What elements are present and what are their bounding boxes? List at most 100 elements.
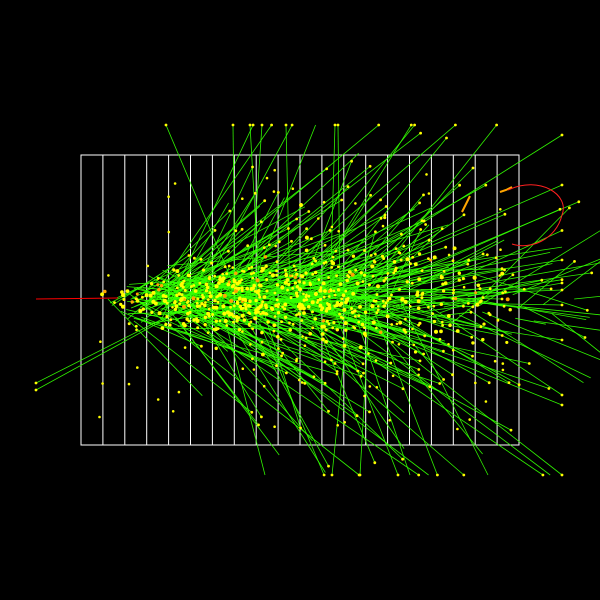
hit xyxy=(165,301,169,305)
hit xyxy=(260,303,264,307)
track xyxy=(551,313,600,353)
hit xyxy=(385,314,390,319)
hit xyxy=(125,289,130,294)
hit xyxy=(446,313,451,318)
hit xyxy=(192,318,196,322)
hit xyxy=(560,473,564,477)
hit xyxy=(213,274,217,278)
hit xyxy=(441,324,444,327)
hit xyxy=(120,290,124,294)
hit xyxy=(488,313,492,317)
hit xyxy=(325,319,329,323)
track xyxy=(268,181,400,302)
track xyxy=(35,299,201,384)
hit xyxy=(253,316,258,321)
hit xyxy=(208,291,212,295)
track xyxy=(329,299,399,476)
hit xyxy=(260,123,264,127)
hit xyxy=(257,293,261,296)
hit xyxy=(243,302,247,307)
hit xyxy=(392,259,397,264)
hit xyxy=(418,201,421,205)
hit xyxy=(241,269,244,273)
hit xyxy=(317,278,321,282)
track xyxy=(177,309,362,377)
hit xyxy=(225,310,230,315)
hit xyxy=(160,326,165,330)
hit xyxy=(339,301,344,306)
hit xyxy=(462,304,465,308)
hit xyxy=(342,307,347,312)
track xyxy=(256,321,290,324)
hit xyxy=(218,275,222,279)
hit xyxy=(560,229,564,232)
hit xyxy=(381,224,385,228)
hit xyxy=(171,306,174,309)
hit xyxy=(330,225,334,229)
hit xyxy=(187,303,191,308)
hit xyxy=(500,271,505,276)
hit xyxy=(341,316,345,320)
hit xyxy=(327,464,330,468)
hit xyxy=(403,299,408,304)
hit xyxy=(135,328,138,332)
hit xyxy=(327,306,332,311)
hit xyxy=(223,318,228,324)
hit xyxy=(157,288,161,292)
hit xyxy=(156,277,160,280)
hit xyxy=(471,354,474,358)
hit xyxy=(253,191,257,195)
hit xyxy=(206,331,210,335)
hit xyxy=(429,258,433,262)
hit xyxy=(549,287,553,291)
hit xyxy=(294,268,298,272)
hit xyxy=(277,302,281,306)
hit xyxy=(311,310,314,314)
track xyxy=(420,288,552,290)
track xyxy=(515,317,546,325)
track xyxy=(319,327,405,449)
track xyxy=(272,332,403,460)
hit xyxy=(303,382,307,385)
hit xyxy=(337,229,341,233)
hit xyxy=(187,254,191,257)
hit xyxy=(276,311,281,315)
hit xyxy=(462,473,466,477)
track xyxy=(159,298,231,314)
hit xyxy=(195,301,199,305)
hit xyxy=(380,254,385,258)
hit xyxy=(413,123,416,127)
hit xyxy=(241,197,244,200)
hit xyxy=(335,372,339,376)
hit xyxy=(264,264,268,268)
hit xyxy=(445,136,448,140)
hit xyxy=(428,385,432,389)
hit xyxy=(377,123,381,127)
track xyxy=(249,124,261,301)
hit xyxy=(288,321,291,325)
hit xyxy=(358,345,363,350)
track xyxy=(249,124,263,301)
hit xyxy=(357,314,361,318)
hit xyxy=(200,302,204,306)
track xyxy=(482,311,600,361)
hit xyxy=(164,322,168,327)
hit xyxy=(148,293,153,298)
hit xyxy=(299,426,302,430)
track xyxy=(330,213,506,290)
track xyxy=(126,309,171,321)
hit xyxy=(183,346,187,349)
track xyxy=(533,320,600,331)
track xyxy=(226,316,326,473)
hit xyxy=(375,311,379,315)
hit xyxy=(442,349,445,353)
hit xyxy=(323,381,327,385)
hit xyxy=(254,298,258,303)
hit xyxy=(238,296,242,300)
hit xyxy=(270,123,273,127)
hit xyxy=(415,292,420,297)
hit xyxy=(461,277,465,281)
hit xyxy=(462,285,466,289)
hit xyxy=(328,229,332,232)
hit xyxy=(283,307,287,311)
